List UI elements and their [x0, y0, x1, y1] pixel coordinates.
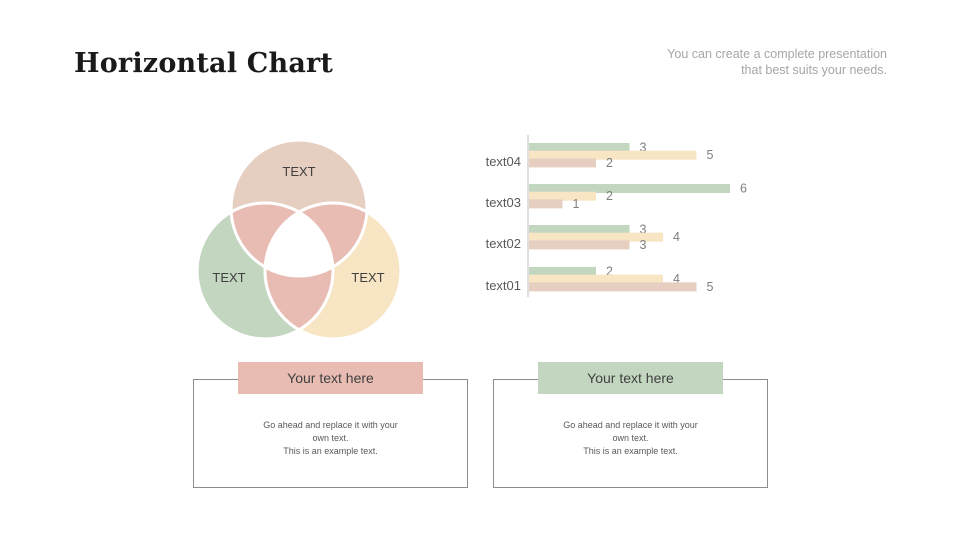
venn-label: TEXT: [282, 164, 315, 179]
card-body-left: Go ahead and replace it with your own te…: [233, 419, 428, 458]
bar: [529, 232, 663, 242]
card-body-line: own text.: [312, 433, 349, 443]
bar-value-label: 3: [640, 238, 647, 252]
venn-outline: [195, 201, 335, 341]
bar-value-label: 4: [673, 272, 680, 286]
bar-value-label: 2: [606, 156, 613, 170]
bar: [529, 191, 596, 201]
card-body-right: Go ahead and replace it with your own te…: [533, 419, 728, 458]
card-body-line: This is an example text.: [283, 446, 378, 456]
venn-outline: [263, 201, 403, 341]
bar: [529, 225, 630, 234]
venn-center: [265, 203, 333, 276]
bar-value-label: 2: [606, 265, 613, 279]
card-header-right: Your text here: [538, 362, 723, 394]
card-body-line: This is an example text.: [583, 446, 678, 456]
card-header-left: Your text here: [238, 362, 423, 394]
bar: [529, 143, 630, 152]
bar: [529, 199, 563, 209]
venn-label: TEXT: [212, 270, 245, 285]
card-body-line: own text.: [612, 433, 649, 443]
bar-value-label: 5: [707, 148, 714, 162]
bar-value-label: 2: [606, 189, 613, 203]
subtitle-line-2: that best suits your needs.: [741, 63, 887, 77]
bar-value-label: 6: [740, 182, 747, 196]
venn-label: TEXT: [351, 270, 384, 285]
horizontal-bar-chart: text01 2 4 5 text02 3 4 3 text03 6 2 1 text04 3 5 2: [486, 135, 747, 297]
category-label: text04: [486, 154, 521, 169]
category-label: text02: [486, 236, 521, 251]
bar-value-label: 5: [707, 280, 714, 294]
bar: [529, 158, 596, 168]
page-title: Horizontal Chart: [74, 48, 334, 79]
bar: [529, 240, 630, 250]
bar: [529, 274, 663, 284]
bar: [529, 184, 730, 193]
bar: [529, 267, 596, 276]
bar-value-label: 3: [640, 141, 647, 155]
subtitle: You can create a complete presentation t…: [587, 46, 887, 78]
bar: [529, 150, 697, 160]
card-body-line: Go ahead and replace it with your: [263, 420, 398, 430]
card-frame: [493, 379, 768, 488]
venn-outline: [229, 138, 369, 278]
bar: [529, 282, 697, 292]
venn-diagram: TEXT TEXT TEXT: [195, 138, 403, 341]
card-body-line: Go ahead and replace it with your: [563, 420, 698, 430]
bar-value-label: 3: [640, 223, 647, 237]
subtitle-line-1: You can create a complete presentation: [667, 47, 887, 61]
text-card-right: Your text here Go ahead and replace it w…: [493, 362, 768, 488]
category-label: text01: [486, 278, 521, 293]
category-label: text03: [486, 195, 521, 210]
bar-value-label: 4: [673, 230, 680, 244]
text-card-left: Your text here Go ahead and replace it w…: [193, 362, 468, 488]
bar-value-label: 1: [573, 197, 580, 211]
